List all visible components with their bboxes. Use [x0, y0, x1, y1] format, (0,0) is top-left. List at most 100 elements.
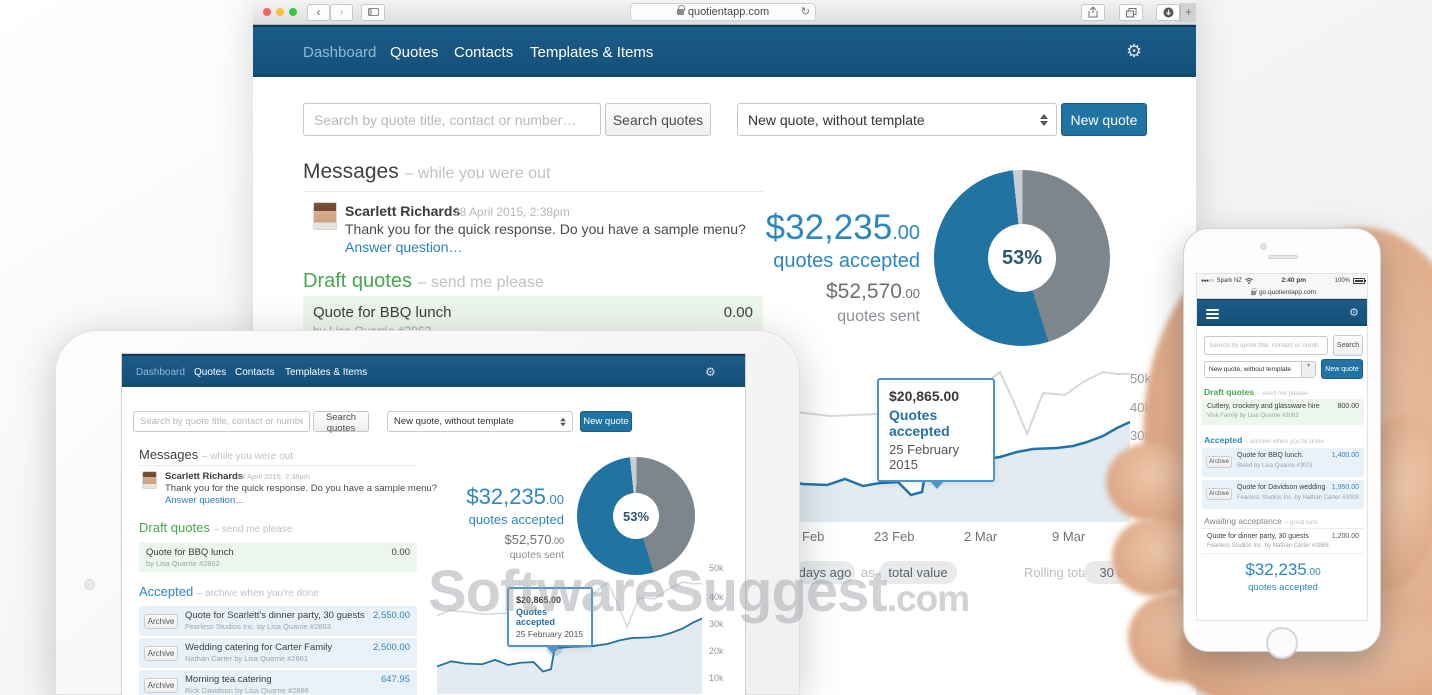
quote-search-input[interactable]	[303, 103, 601, 136]
hand-fingertip	[1112, 518, 1196, 596]
sidebar-icon[interactable]	[361, 4, 385, 21]
messages-title: Messages	[303, 160, 399, 183]
phone-awaiting-row-value: 1,200.00	[1331, 533, 1359, 540]
tablet-y-tick: 40k	[709, 592, 724, 602]
tablet-accepted-row[interactable]: Archive Quote for Scarlett's dinner part…	[139, 606, 417, 636]
tablet-nav-dashboard[interactable]: Dashboard	[136, 367, 185, 378]
phone-url-bar[interactable]: go.quotientapp.com	[1197, 287, 1367, 299]
search-quotes-button[interactable]: Search quotes	[605, 103, 711, 136]
phone-accepted-title: Accepted	[1204, 435, 1243, 445]
forward-button[interactable]: ›	[330, 4, 353, 21]
phone-screen: ●●●○○ Spark NZ 2:40 pm 100% go.quotienta…	[1196, 273, 1368, 621]
phone-awaiting-row-title: Quote for dinner party, 30 guests	[1207, 533, 1309, 540]
phone-new-quote-button[interactable]: New quote	[1321, 359, 1363, 379]
tablet-draft-subtitle: – send me please	[213, 524, 293, 535]
x-tick-23feb: 23 Feb	[874, 529, 915, 544]
tablet-select-stepper-icon	[560, 417, 566, 426]
quotes-pie-chart: 53%	[934, 170, 1110, 346]
tablet-search-button[interactable]: Search quotes	[313, 411, 369, 434]
tabs-overview-icon[interactable]	[1119, 4, 1143, 21]
new-quote-template-select[interactable]: New quote, without template	[737, 103, 1057, 136]
tablet-search-input[interactable]	[133, 411, 310, 432]
phone-home-button[interactable]	[1266, 627, 1298, 659]
phone-awaiting-title: Awaiting acceptance	[1204, 516, 1282, 526]
tablet-selected-option: New quote, without template	[394, 416, 514, 427]
phone-gear-icon[interactable]: ⚙	[1349, 307, 1359, 319]
phone-template-select[interactable]: New quote, without template ▾	[1204, 361, 1316, 378]
tablet-message-body: Thank you for the quick response. Do you…	[165, 483, 437, 494]
battery-icon	[1353, 277, 1366, 284]
phone-draft-heading: Draft quotes – send me please	[1204, 387, 1308, 397]
phone-accepted-row-value: 1,400.00	[1331, 452, 1359, 459]
tablet-accepted-heading: Accepted – archive when you're done	[139, 584, 319, 599]
phone-accepted-row[interactable]: Archive Quote for Davidson wedding Fearl…	[1202, 480, 1364, 509]
archive-button[interactable]: Archive	[144, 678, 178, 693]
close-window-button[interactable]	[263, 8, 271, 16]
minimize-window-button[interactable]	[276, 8, 284, 16]
phone-draft-row[interactable]: Cutlery, crockery and glassware hire Vin…	[1202, 399, 1364, 425]
tooltip-amount: $20,865.00	[889, 388, 960, 404]
tablet-draft-row-value: 0.00	[391, 547, 411, 558]
tablet-nav-templates[interactable]: Templates & Items	[285, 367, 368, 378]
x-tick-9mar: 9 Mar	[1052, 529, 1086, 544]
phone-archive-button[interactable]: Archive	[1206, 456, 1232, 468]
back-button[interactable]: ‹	[307, 4, 330, 21]
tablet-camera	[84, 579, 95, 590]
phone-search-button[interactable]: Search	[1333, 335, 1363, 356]
nav-tab-quotes[interactable]: Quotes	[390, 44, 439, 61]
new-quote-button[interactable]: New quote	[1061, 103, 1147, 136]
accepted-label: quotes accepted	[773, 250, 920, 272]
phone-selected-option: New quote, without template	[1209, 366, 1292, 373]
tablet-accepted-row[interactable]: Archive Morning tea catering Rick Davids…	[139, 670, 417, 695]
downloads-icon[interactable]	[1156, 4, 1180, 21]
as-label: as	[861, 565, 875, 580]
message-body: Thank you for the quick response. Do you…	[345, 221, 746, 237]
zoom-window-button[interactable]	[289, 8, 297, 16]
share-icon[interactable]	[1081, 4, 1105, 21]
tablet-nav-contacts[interactable]: Contacts	[235, 367, 275, 378]
phone-accepted-row[interactable]: Archive Quote for BBQ lunch. Bleed by Li…	[1202, 448, 1364, 477]
days-ago-pill[interactable]: days ago	[795, 561, 855, 584]
tablet-draft-row[interactable]: Quote for BBQ lunch by Lisa Quarrie #286…	[139, 542, 417, 572]
tooltip-label: Quotes accepted	[889, 407, 950, 439]
phone-archive-button[interactable]: Archive	[1206, 488, 1232, 500]
tablet-answer-question-link[interactable]: Answer question…	[165, 495, 245, 506]
phone-accepted-label: quotes accepted	[1248, 582, 1318, 593]
phone-accepted-row-title: Quote for Davidson wedding	[1237, 484, 1326, 491]
phone-awaiting-heading: Awaiting acceptance – good luck	[1204, 516, 1317, 526]
hand-fingertip	[1106, 443, 1194, 521]
tablet-nav-quotes[interactable]: Quotes	[194, 367, 227, 378]
phone-draft-subtitle: – send me please	[1256, 390, 1308, 397]
nav-tab-dashboard[interactable]: Dashboard	[303, 44, 377, 61]
archive-button[interactable]: Archive	[144, 614, 178, 629]
nav-tab-contacts[interactable]: Contacts	[454, 44, 514, 61]
tablet-messages-heading: Messages – while you were out	[139, 447, 293, 462]
new-tab-button[interactable]: +	[1180, 3, 1196, 22]
tablet-accepted-row[interactable]: Archive Wedding catering for Carter Fami…	[139, 638, 417, 668]
phone-lock-icon	[1250, 287, 1257, 295]
settings-gear-icon[interactable]: ⚙	[1126, 41, 1143, 61]
tablet-gear-icon[interactable]: ⚙	[705, 365, 716, 379]
phone-draft-row-value: 800.00	[1337, 403, 1359, 410]
messages-divider	[303, 191, 763, 192]
archive-button[interactable]: Archive	[144, 646, 178, 661]
tablet-draft-title: Draft quotes	[139, 520, 210, 535]
phone-device: ●●●○○ Spark NZ 2:40 pm 100% go.quotienta…	[1183, 228, 1381, 659]
tablet-template-select[interactable]: New quote, without template	[387, 411, 573, 432]
url-field[interactable]: quotientapp.com ↻	[630, 3, 816, 21]
tablet-new-quote-button[interactable]: New quote	[580, 411, 632, 432]
messages-subtitle: – while you were out	[404, 165, 551, 182]
phone-search-input[interactable]	[1204, 336, 1328, 355]
hamburger-menu-icon[interactable]	[1206, 309, 1219, 321]
phone-awaiting-row[interactable]: Quote for dinner party, 30 guests Fearle…	[1202, 528, 1364, 554]
phone-awaiting-row-sub: Fearless Studios Inc. by Nathan Carter #…	[1207, 543, 1329, 549]
nav-tab-templates-items[interactable]: Templates & Items	[530, 44, 654, 61]
rolling-total-label: Rolling total	[1024, 565, 1092, 580]
draft-quote-title: Quote for BBQ lunch	[313, 304, 452, 321]
phone-camera	[1260, 243, 1267, 250]
pie-center-label: 53%	[988, 224, 1056, 292]
total-value-pill[interactable]: total value	[879, 561, 957, 584]
message-sender: Scarlett Richards	[345, 203, 461, 219]
answer-question-link[interactable]: Answer question…	[345, 239, 463, 255]
reload-icon[interactable]: ↻	[800, 6, 810, 18]
